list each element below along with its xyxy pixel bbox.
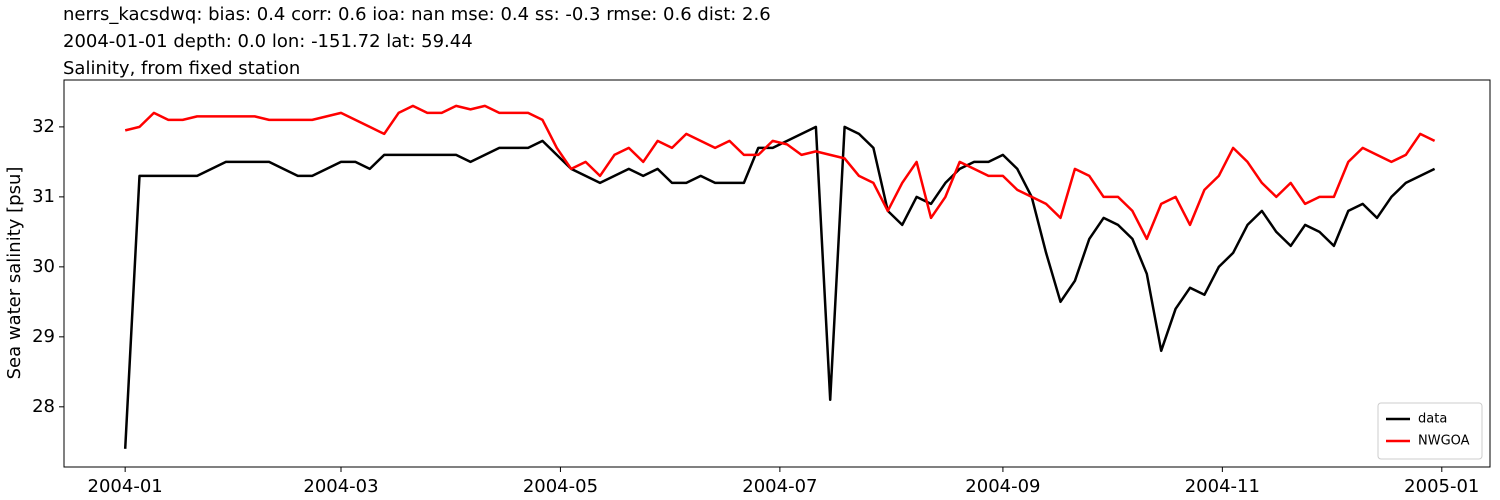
y-tick-label: 30 (32, 256, 55, 277)
x-tick-label: 2004-05 (523, 476, 598, 497)
y-tick-label: 29 (32, 326, 55, 347)
y-tick-label: 32 (32, 116, 55, 137)
x-tick-label: 2004-07 (742, 476, 817, 497)
title-line: nerrs_kacsdwq: bias: 0.4 corr: 0.6 ioa: … (63, 4, 771, 25)
series-line (124, 104, 1436, 241)
x-tick-label: 2004-01 (88, 476, 163, 497)
legend-label: data (1418, 412, 1447, 427)
x-tick-label: 2004-11 (1185, 476, 1260, 497)
legend-box (1377, 402, 1483, 460)
title-line: Salinity, from fixed station (63, 58, 300, 79)
plot-frame (63, 79, 1491, 468)
y-tick-label: 31 (32, 186, 55, 207)
x-tick-label: 2004-09 (965, 476, 1040, 497)
legend: data NWGOA (1377, 402, 1483, 460)
x-tick-label: 2005-01 (1404, 476, 1479, 497)
title-line: 2004-01-01 depth: 0.0 lon: -151.72 lat: … (63, 31, 473, 52)
y-axis-label: Sea water salinity [psu] (4, 167, 25, 380)
x-tick-label: 2004-03 (303, 476, 378, 497)
y-tick-label: 28 (32, 396, 55, 417)
legend-label: NWGOA (1418, 434, 1470, 449)
series-line (123, 125, 1436, 449)
